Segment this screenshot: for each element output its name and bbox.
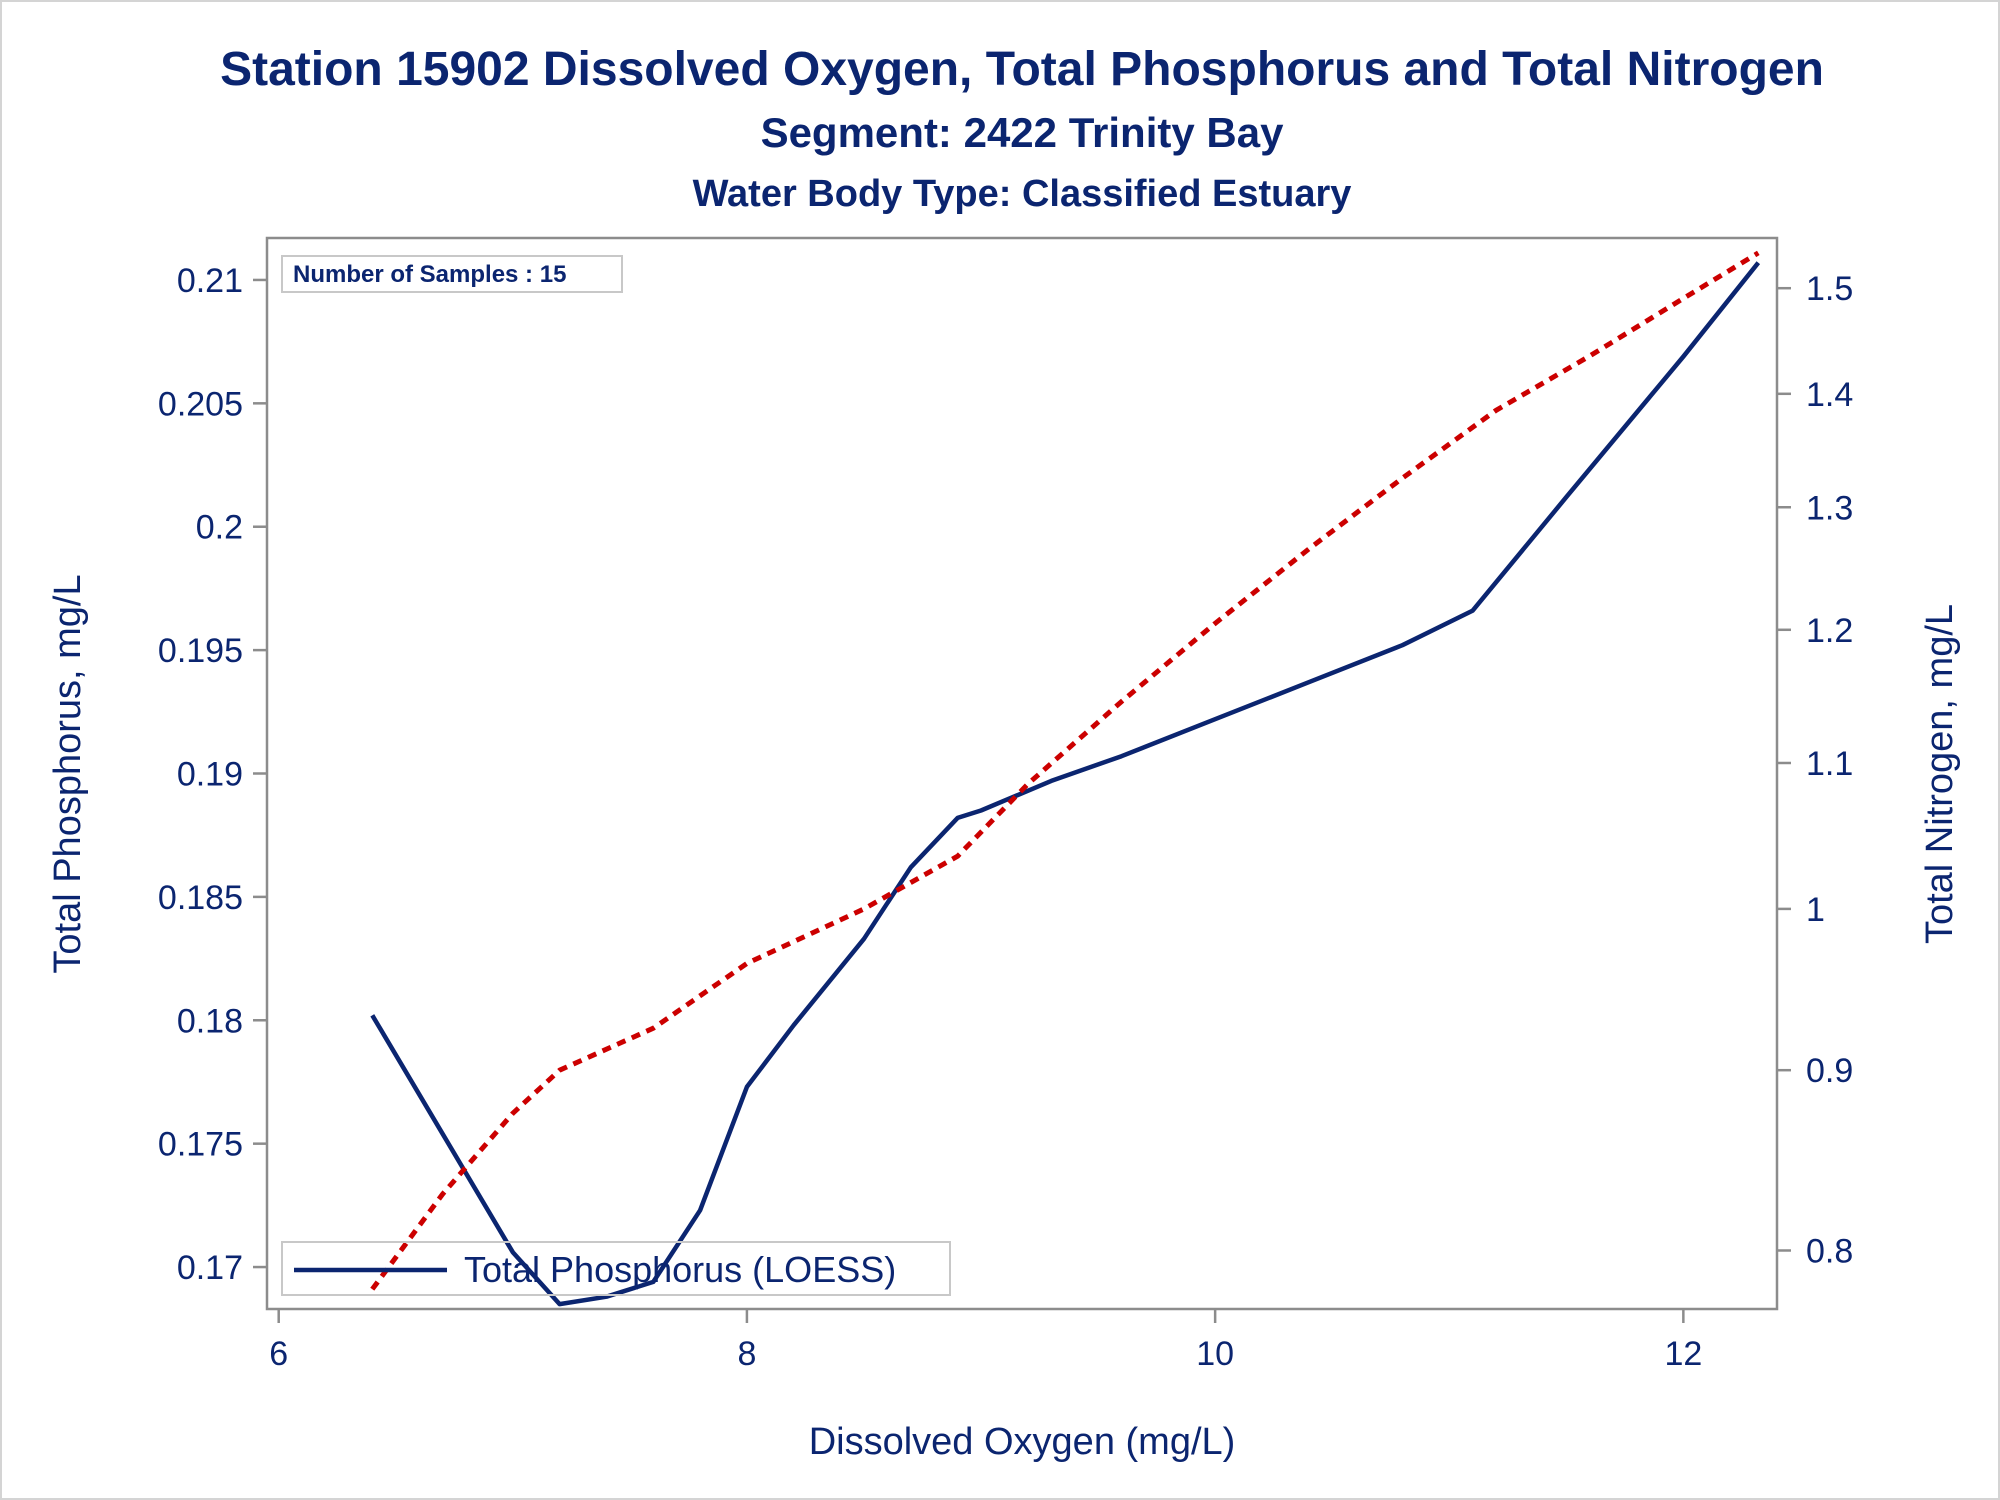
y2-tick-label: 1.4 xyxy=(1806,376,1853,414)
y-tick-label: 0.17 xyxy=(177,1249,243,1287)
x-axis-label: Dissolved Oxygen (mg/L) xyxy=(809,1421,1236,1463)
y2-tick-label: 0.9 xyxy=(1806,1052,1853,1090)
y-tick-label: 0.2 xyxy=(196,509,243,547)
y-tick-label: 0.18 xyxy=(177,1002,243,1040)
samples-inset: Number of Samples : 15 xyxy=(281,255,623,293)
x-axis: 6 8 10 12 xyxy=(269,1309,1702,1373)
y2-axis-label: Total Nitrogen, mg/L xyxy=(1919,604,1961,944)
y2-tick-label: 0.8 xyxy=(1806,1232,1853,1270)
chart-subtitle-segment: Segment: 2422 Trinity Bay xyxy=(761,109,1285,156)
legend: Total Phosphorus (LOESS) xyxy=(281,1241,951,1296)
y-tick-label: 0.21 xyxy=(177,262,243,300)
x-tick-label: 8 xyxy=(737,1335,756,1373)
y-tick-label: 0.195 xyxy=(158,632,243,670)
samples-count-text: Number of Samples : 15 xyxy=(293,261,566,288)
chart-subtitle-water-body: Water Body Type: Classified Estuary xyxy=(693,173,1352,215)
y2-tick-label: 1 xyxy=(1806,891,1825,929)
samples-inset-box xyxy=(281,255,623,293)
y2-tick-label: 1.1 xyxy=(1806,745,1853,783)
plot-frame xyxy=(265,236,1779,1311)
y-axis-right: 0.8 0.9 1 1.1 1.2 1.3 1.4 1.5 xyxy=(1777,270,1853,1270)
series-layer xyxy=(370,250,1761,1307)
y-axis-left: 0.17 0.175 0.18 0.185 0.19 0.195 0.2 0.205 0.21 xyxy=(158,262,267,1287)
chart-title: Station 15902 Dissolved Oxygen, Total Ph… xyxy=(220,43,1824,96)
series-line-phosphorus xyxy=(370,261,1761,1307)
y2-tick-label: 1.2 xyxy=(1806,612,1853,650)
x-tick-label: 12 xyxy=(1664,1335,1702,1373)
legend-box xyxy=(281,1241,951,1296)
legend-label-phosphorus: Total Phosphorus (LOESS) xyxy=(464,1249,896,1290)
y-tick-label: 0.205 xyxy=(158,385,243,423)
y2-tick-label: 1.5 xyxy=(1806,270,1853,308)
y-tick-label: 0.185 xyxy=(158,879,243,917)
x-tick-label: 10 xyxy=(1196,1335,1234,1373)
y-tick-label: 0.175 xyxy=(158,1126,243,1164)
y-axis-label: Total Phosphorus, mg/L xyxy=(47,574,89,973)
y2-tick-label: 1.3 xyxy=(1806,489,1853,527)
series-line-nitrogen xyxy=(370,250,1760,1291)
x-tick-label: 6 xyxy=(269,1335,288,1373)
y-tick-label: 0.19 xyxy=(177,756,243,794)
